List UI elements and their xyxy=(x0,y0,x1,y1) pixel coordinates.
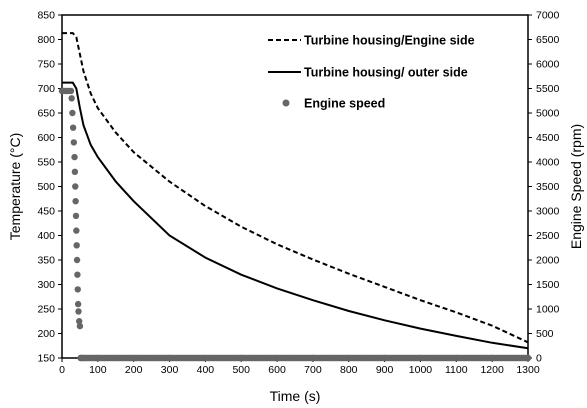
y-tick-label: 250 xyxy=(37,304,55,316)
y2-tick-label: 0 xyxy=(536,353,542,365)
legend: Turbine housing/Engine side Turbine housi… xyxy=(268,34,475,111)
engine-speed-point xyxy=(73,242,80,249)
x-tick-label: 600 xyxy=(268,364,286,376)
y2-tick-label: 500 xyxy=(536,328,554,340)
x-tick-label: 800 xyxy=(340,364,358,376)
engine-speed-point xyxy=(71,153,78,161)
engine-speed-point xyxy=(73,256,81,264)
engine-speed-point xyxy=(72,212,80,220)
engine-speed-point xyxy=(73,227,80,234)
y-tick-label: 650 xyxy=(37,108,55,120)
x-tick-label: 1300 xyxy=(516,364,540,376)
y-tick-label: 600 xyxy=(37,132,55,144)
turbine-outer-side-line xyxy=(62,81,529,350)
y2-axis-ticks: 0 500 1000 1500 2000 2500 3000 3500 4000 4500 5000… xyxy=(528,10,560,365)
y2-tick-label: 4500 xyxy=(536,132,560,144)
x-tick-label: 900 xyxy=(376,364,394,376)
x-tick-label: 400 xyxy=(197,364,215,376)
engine-speed-point xyxy=(68,95,75,102)
legend-marker-engine-speed xyxy=(282,99,290,107)
y2-tick-label: 2000 xyxy=(536,255,560,267)
legend-label: Engine speed xyxy=(304,97,385,111)
engine-speed-point xyxy=(76,318,83,325)
engine-speed-point xyxy=(70,139,78,146)
engine-speed-point xyxy=(524,354,532,362)
y2-tick-label: 7000 xyxy=(536,10,560,22)
series-layer xyxy=(58,32,532,362)
legend-label: Turbine housing/Engine side xyxy=(304,34,475,48)
x-tick-label: 500 xyxy=(232,364,250,376)
turbine-engine-side-line xyxy=(62,32,529,344)
y2-tick-label: 6500 xyxy=(536,34,560,46)
engine-speed-point xyxy=(69,109,76,117)
engine-speed-point xyxy=(72,183,79,190)
y2-tick-label: 1500 xyxy=(536,279,560,291)
y-tick-label: 500 xyxy=(37,181,55,193)
y-tick-label: 800 xyxy=(37,34,55,46)
engine-speed-point xyxy=(76,322,84,330)
y2-tick-label: 5500 xyxy=(536,83,560,95)
engine-speed-point xyxy=(74,286,81,293)
legend-label: Turbine housing/ outer side xyxy=(304,66,468,80)
x-axis-title: Time (s) xyxy=(270,388,321,404)
y-tick-label: 550 xyxy=(37,157,55,169)
y-tick-label: 300 xyxy=(37,279,55,291)
x-axis-ticks: 0 100 200 300 400 500 600 700 800 900 1000 1100 1200… xyxy=(59,358,540,376)
engine-speed-point xyxy=(74,300,82,308)
y2-tick-label: 1000 xyxy=(536,304,560,316)
y2-tick-label: 5000 xyxy=(536,108,560,120)
y-axis-title: Temperature (°C) xyxy=(7,133,23,241)
engine-speed-point xyxy=(71,168,79,175)
y2-tick-label: 6000 xyxy=(536,59,560,71)
y-tick-label: 400 xyxy=(37,230,55,242)
y-axis-ticks: 150 200 250 300 350 400 450 500 550 600 650 700 750 8… xyxy=(37,10,62,365)
x-tick-label: 1200 xyxy=(480,364,504,376)
y-tick-label: 850 xyxy=(37,10,55,22)
x-tick-label: 1100 xyxy=(445,364,468,376)
engine-speed-point xyxy=(75,308,82,315)
x-tick-label: 0 xyxy=(59,364,65,376)
x-tick-label: 300 xyxy=(161,364,179,376)
y-tick-label: 450 xyxy=(37,206,55,218)
engine-speed-point xyxy=(69,124,77,131)
x-tick-label: 100 xyxy=(89,364,107,376)
y-tick-label: 750 xyxy=(37,59,55,71)
y-tick-label: 150 xyxy=(37,353,55,365)
engine-speed-point xyxy=(67,87,75,95)
y-tick-label: 700 xyxy=(37,83,55,95)
y2-tick-label: 3000 xyxy=(536,206,560,218)
y-tick-label: 350 xyxy=(37,255,55,267)
x-tick-label: 1000 xyxy=(409,364,433,376)
x-tick-label: 200 xyxy=(125,364,143,376)
y2-axis-title: Engine Speed (rpm) xyxy=(568,124,584,249)
y2-tick-label: 4000 xyxy=(536,157,560,169)
y-tick-label: 200 xyxy=(37,328,55,340)
engine-speed-point xyxy=(74,271,81,278)
x-tick-label: 700 xyxy=(304,364,322,376)
y2-tick-label: 3500 xyxy=(536,181,560,193)
engine-speed-point xyxy=(72,198,79,205)
y2-tick-label: 2500 xyxy=(536,230,560,242)
